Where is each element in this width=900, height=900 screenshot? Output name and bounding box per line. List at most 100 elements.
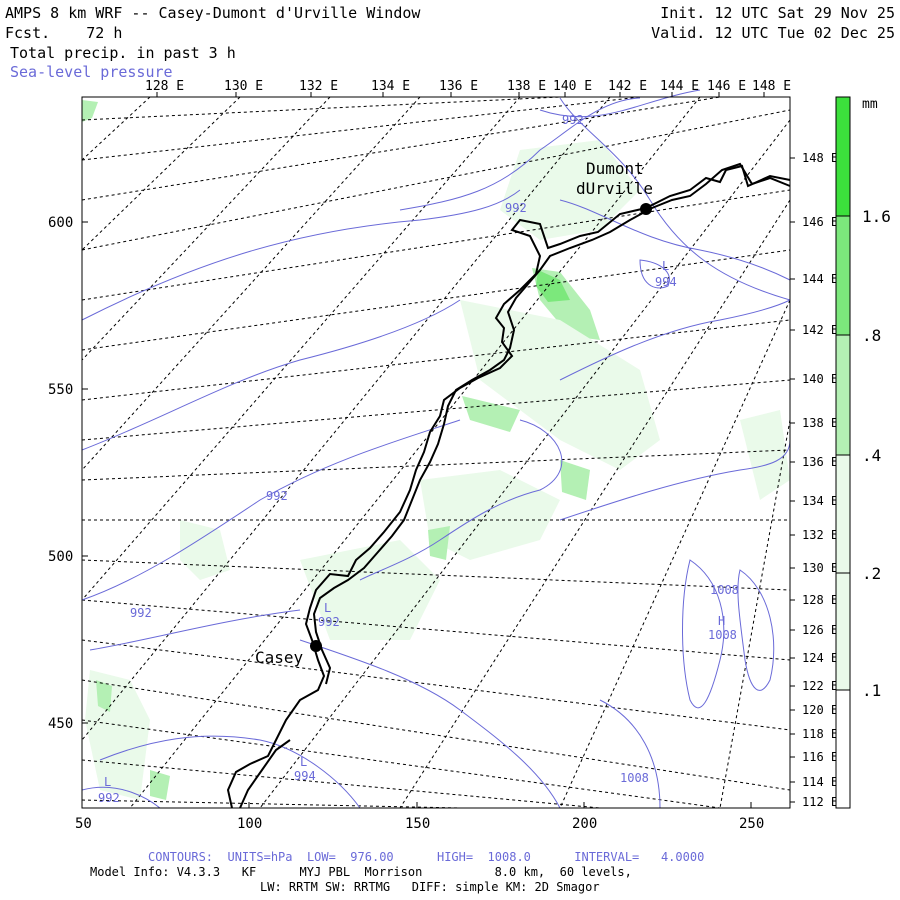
right-longitude-axis: 148 E 146 E 144 E 142 E 140 E 138 E 136 E 134 E… xyxy=(790,151,838,809)
colorbar-level-label: .8 xyxy=(862,326,881,345)
contour-labels: 992 992 L 994 992 992 L 992 L 994 L 992 … xyxy=(98,113,739,805)
right-longitude-label: 148 E xyxy=(802,151,838,165)
contour-label: L xyxy=(662,259,669,273)
top-longitude-label: 148 E xyxy=(752,79,791,94)
colorbar-segment xyxy=(836,335,850,455)
station-dot xyxy=(640,203,652,215)
x-tick-label: 200 xyxy=(572,816,597,832)
station-dumont-durville: Dumont dUrville xyxy=(576,159,653,215)
forecast-hour: Fcst. 72 h xyxy=(5,24,123,42)
map-title: AMPS 8 km WRF -- Casey-Dumont d'Urville … xyxy=(5,4,421,22)
contour-label: 992 xyxy=(318,615,340,629)
coastline-path xyxy=(239,739,291,809)
precip-patch xyxy=(300,540,440,640)
slp-contour xyxy=(559,97,791,301)
x-tick-label: 250 xyxy=(739,816,764,832)
y-axis: 600 550 500 450 xyxy=(48,215,88,732)
grid-line xyxy=(81,319,791,401)
right-longitude-label: 120 E xyxy=(802,703,838,717)
top-longitude-label: 142 E xyxy=(608,79,647,94)
latlon-grid xyxy=(81,96,791,809)
grid-line xyxy=(81,96,561,121)
contour-label: 994 xyxy=(294,769,316,783)
contour-label: L xyxy=(104,775,111,789)
right-longitude-label: 122 E xyxy=(802,679,838,693)
right-longitude-label: 142 E xyxy=(802,323,838,337)
contour-label: 992 xyxy=(266,489,288,503)
contour-label: 1008 xyxy=(708,628,737,642)
right-longitude-label: 146 E xyxy=(802,215,838,229)
right-longitude-label: 116 E xyxy=(802,750,838,764)
slp-contour xyxy=(81,189,521,321)
x-axis: 50 100 150 200 250 xyxy=(75,802,764,832)
contour-label: 1008 xyxy=(710,583,739,597)
contour-label: 992 xyxy=(505,201,527,215)
top-longitude-label: 136 E xyxy=(439,79,478,94)
right-longitude-label: 144 E xyxy=(802,272,838,286)
right-longitude-label: 136 E xyxy=(802,455,838,469)
precip-patch xyxy=(420,470,560,560)
x-tick-label: 150 xyxy=(405,816,430,832)
grid-line xyxy=(81,719,721,809)
colorbar-level-label: .4 xyxy=(862,446,881,465)
top-longitude-axis: 128 E 130 E 132 E 134 E 136 E 138 E 140 E 142 E… xyxy=(145,79,791,97)
x-tick-label: 100 xyxy=(237,816,262,832)
colorbar-level-label: 1.6 xyxy=(862,207,891,226)
right-longitude-label: 126 E xyxy=(802,623,838,637)
grid-line xyxy=(129,96,701,809)
contour-info: CONTOURS: UNITS=hPa LOW= 976.00 HIGH= 10… xyxy=(148,850,705,864)
right-longitude-label: 118 E xyxy=(802,727,838,741)
contour-label: 994 xyxy=(655,275,677,289)
init-time: Init. 12 UTC Sat 29 Nov 25 xyxy=(660,4,895,22)
slp-contour xyxy=(299,639,561,809)
grid-line xyxy=(81,639,791,731)
overlay-description: Sea-level pressure xyxy=(10,63,173,81)
precip-patch xyxy=(536,270,570,302)
field-description: Total precip. in past 3 h xyxy=(10,44,236,62)
grid-line xyxy=(81,189,791,301)
station-dot xyxy=(310,640,322,652)
top-longitude-label: 146 E xyxy=(707,79,746,94)
station-label: dUrville xyxy=(576,179,653,198)
y-tick-label: 600 xyxy=(48,215,73,231)
coastline-path xyxy=(226,164,791,809)
colorbar-level-label: .2 xyxy=(862,564,881,583)
slp-contour xyxy=(559,299,791,381)
slp-contour xyxy=(539,89,701,118)
colorbar-segment xyxy=(836,97,850,216)
top-longitude-label: 132 E xyxy=(299,79,338,94)
top-longitude-label: 128 E xyxy=(145,79,184,94)
grid-line xyxy=(81,249,791,351)
y-tick-label: 500 xyxy=(48,549,73,565)
colorbar-segment xyxy=(836,690,850,808)
y-tick-label: 550 xyxy=(48,382,73,398)
station-casey: Casey xyxy=(255,640,322,667)
grid-line xyxy=(81,599,791,661)
precip-patch xyxy=(150,770,170,800)
contour-label: 1008 xyxy=(620,771,649,785)
grid-line xyxy=(399,199,791,809)
colorbar-level-label: .1 xyxy=(862,681,881,700)
coastline-path xyxy=(312,162,791,685)
right-longitude-label: 134 E xyxy=(802,494,838,508)
precip-patch xyxy=(462,396,520,432)
grid-line xyxy=(81,449,791,481)
top-longitude-label: 130 E xyxy=(224,79,263,94)
contour-label: 992 xyxy=(98,791,120,805)
slp-contour xyxy=(639,259,670,289)
grid-line xyxy=(559,299,791,809)
slp-contours xyxy=(81,89,791,809)
right-longitude-label: 128 E xyxy=(802,593,838,607)
grid-line xyxy=(81,379,791,441)
slp-contour xyxy=(559,439,791,521)
top-longitude-label: 144 E xyxy=(660,79,699,94)
precip-shading xyxy=(82,100,790,800)
right-longitude-label: 114 E xyxy=(802,775,838,789)
precip-patch xyxy=(740,410,790,500)
grid-line xyxy=(81,96,421,471)
right-longitude-label: 132 E xyxy=(802,528,838,542)
precip-patch xyxy=(85,670,150,800)
precip-patch xyxy=(96,680,112,712)
coastline xyxy=(226,162,791,809)
precip-patch xyxy=(428,526,450,560)
